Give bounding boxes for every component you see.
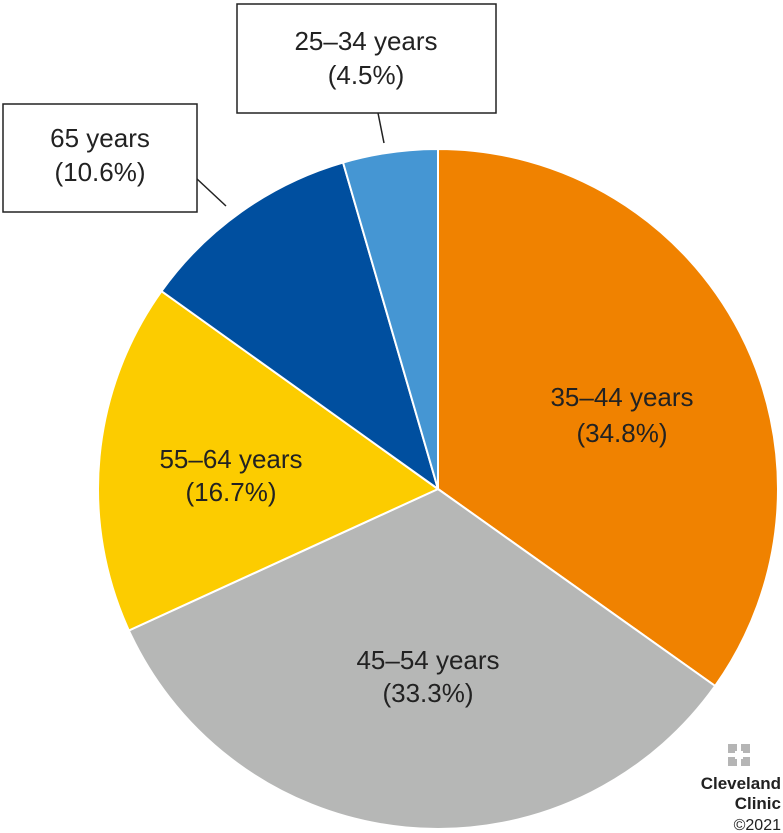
leader-line-65 xyxy=(195,177,227,207)
slice-label-35-44: 35–44 years xyxy=(550,382,693,412)
slice-pct-65: (10.6%) xyxy=(54,157,145,187)
watermark-name-line2: Clinic xyxy=(735,794,781,813)
slice-label-55-64: 55–64 years xyxy=(159,444,302,474)
slice-pct-45-54: (33.3%) xyxy=(382,678,473,708)
pie-slices xyxy=(97,147,779,830)
watermark-name-line1: Cleveland xyxy=(701,774,781,793)
slice-label-65: 65 years xyxy=(50,123,150,153)
slice-pct-55-64: (16.7%) xyxy=(185,477,276,507)
leader-line-25-34 xyxy=(377,112,385,144)
callout-box-25-34 xyxy=(236,3,497,114)
slice-pct-35-44: (34.8%) xyxy=(576,418,667,448)
pie-slice-0 xyxy=(437,147,779,688)
slice-pct-25-34: (4.5%) xyxy=(328,60,405,90)
pie-slice-4 xyxy=(341,147,439,490)
watermark-copyright: ©2021 xyxy=(734,817,781,833)
slice-label-25-34: 25–34 years xyxy=(294,26,437,56)
cleveland-clinic-logo-icon xyxy=(728,744,750,766)
pie-slice-1 xyxy=(127,487,717,830)
pie-slice-3 xyxy=(160,161,440,492)
pie-slice-2 xyxy=(97,289,440,632)
callout-box-65 xyxy=(2,103,198,213)
slice-label-45-54: 45–54 years xyxy=(356,645,499,675)
